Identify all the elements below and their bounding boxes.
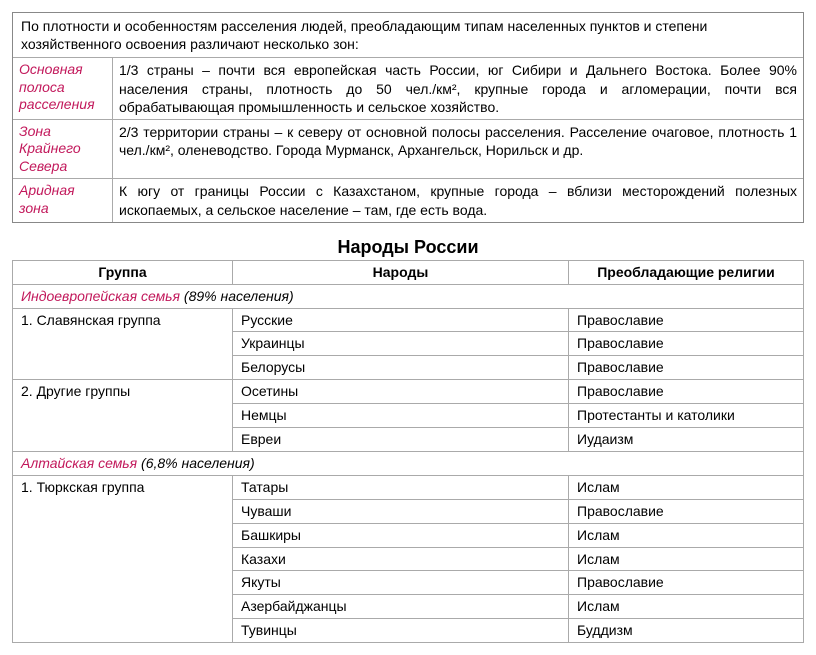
zone-row: Аридная зонаК югу от границы России с Ка…: [13, 179, 803, 221]
group-cell: 2. Другие группы: [13, 380, 233, 452]
zone-description: 2/3 территории страны – к северу от осно…: [113, 120, 803, 179]
religion-cell: Иудаизм: [569, 428, 804, 452]
family-header-cell: Алтайская семья (6,8% населения): [13, 451, 804, 475]
people-cell: Украинцы: [233, 332, 569, 356]
peoples-title: Народы России: [12, 237, 804, 258]
religion-cell: Православие: [569, 308, 804, 332]
zone-description: К югу от границы России с Казахстаном, к…: [113, 179, 803, 221]
zones-box: По плотности и особенностям расселения л…: [12, 12, 804, 223]
col-header-religion: Преобладающие религии: [569, 260, 804, 284]
zone-label: Основная полоса расселения: [13, 58, 113, 119]
people-cell: Евреи: [233, 428, 569, 452]
family-name: Алтайская семья: [21, 455, 137, 471]
people-cell: Русские: [233, 308, 569, 332]
table-row: 1. Славянская группаРусскиеПравославие: [13, 308, 804, 332]
zones-intro: По плотности и особенностям расселения л…: [13, 13, 803, 58]
family-name: Индоевропейская семья: [21, 288, 180, 304]
family-size: (6,8% населения): [141, 455, 255, 471]
zone-description: 1/3 страны – почти вся европейская часть…: [113, 58, 803, 119]
religion-cell: Православие: [569, 356, 804, 380]
people-cell: Казахи: [233, 547, 569, 571]
zone-label: Зона Крайнего Севера: [13, 120, 113, 179]
col-header-group: Группа: [13, 260, 233, 284]
religion-cell: Ислам: [569, 475, 804, 499]
religion-cell: Ислам: [569, 595, 804, 619]
col-header-peoples: Народы: [233, 260, 569, 284]
people-cell: Якуты: [233, 571, 569, 595]
peoples-table: Группа Народы Преобладающие религии Индо…: [12, 260, 804, 643]
people-cell: Белорусы: [233, 356, 569, 380]
people-cell: Тувинцы: [233, 619, 569, 643]
people-cell: Азербайджанцы: [233, 595, 569, 619]
family-header-row: Алтайская семья (6,8% населения): [13, 451, 804, 475]
religion-cell: Протестанты и католики: [569, 404, 804, 428]
religion-cell: Буддизм: [569, 619, 804, 643]
family-header-row: Индоевропейская семья (89% населения): [13, 284, 804, 308]
people-cell: Немцы: [233, 404, 569, 428]
religion-cell: Православие: [569, 332, 804, 356]
people-cell: Осетины: [233, 380, 569, 404]
group-cell: 1. Тюркская группа: [13, 475, 233, 642]
religion-cell: Православие: [569, 380, 804, 404]
zone-row: Зона Крайнего Севера2/3 территории стран…: [13, 120, 803, 180]
zone-label: Аридная зона: [13, 179, 113, 221]
peoples-table-body: Индоевропейская семья (89% населения)1. …: [13, 284, 804, 642]
people-cell: Чуваши: [233, 499, 569, 523]
family-header-cell: Индоевропейская семья (89% населения): [13, 284, 804, 308]
table-row: 1. Тюркская группаТатарыИслам: [13, 475, 804, 499]
zones-rows-container: Основная полоса расселения1/3 страны – п…: [13, 58, 803, 221]
religion-cell: Ислам: [569, 547, 804, 571]
peoples-table-head: Группа Народы Преобладающие религии: [13, 260, 804, 284]
family-size: (89% населения): [184, 288, 294, 304]
religion-cell: Православие: [569, 571, 804, 595]
table-row: 2. Другие группыОсетиныПравославие: [13, 380, 804, 404]
religion-cell: Ислам: [569, 523, 804, 547]
religion-cell: Православие: [569, 499, 804, 523]
zone-row: Основная полоса расселения1/3 страны – п…: [13, 58, 803, 120]
people-cell: Башкиры: [233, 523, 569, 547]
people-cell: Татары: [233, 475, 569, 499]
group-cell: 1. Славянская группа: [13, 308, 233, 380]
